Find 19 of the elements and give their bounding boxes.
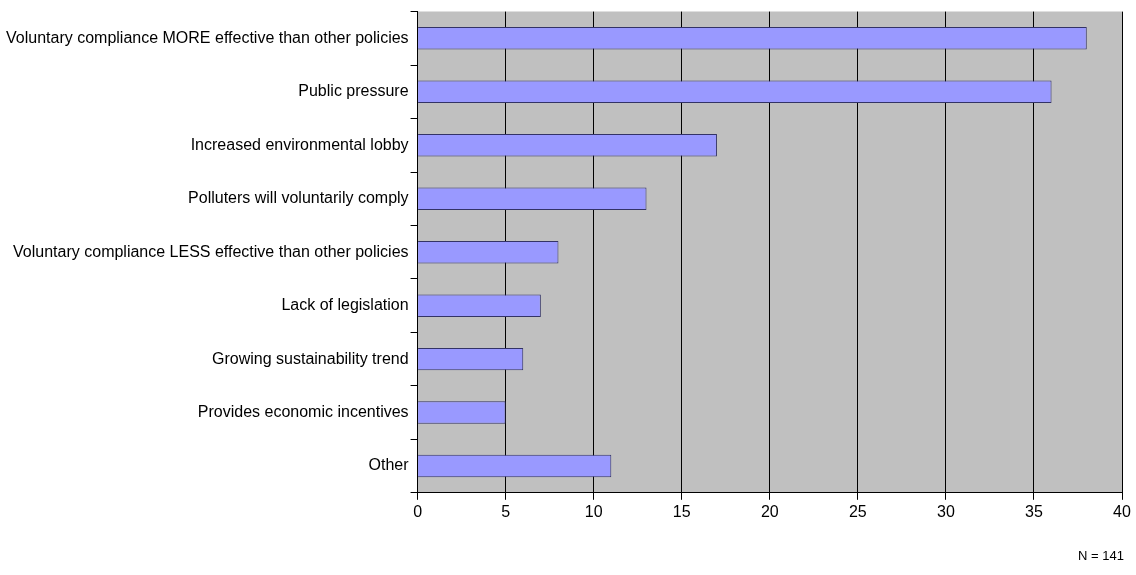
- y-tick-label: Growing sustainability trend: [212, 349, 409, 367]
- y-tick-label: Polluters will voluntarily comply: [188, 189, 409, 207]
- text: N = 141: [1078, 548, 1124, 563]
- y-tick-label: Provides economic incentives: [197, 403, 409, 421]
- x-tick-label: 40: [1113, 502, 1131, 520]
- x-tick-label: 10: [584, 502, 603, 520]
- x-tick-label: 35: [1025, 502, 1043, 520]
- x-tick-label: 25: [848, 502, 867, 520]
- y-tick-label: Voluntary compliance MORE effective than other policies: [6, 28, 409, 46]
- x-tick-label: 0: [413, 502, 423, 520]
- x-tick-label: 30: [937, 502, 955, 520]
- y-tick-label: Public pressure: [298, 82, 409, 100]
- y-tick-label: Voluntary compliance LESS effective than other policies: [13, 242, 409, 260]
- x-tick-label: 5: [501, 502, 511, 520]
- x-tick-label: 20: [760, 502, 779, 520]
- y-tick-label: Lack of legislation: [281, 296, 409, 314]
- x-tick-label: 15: [672, 502, 691, 520]
- y-tick-label: Other: [368, 456, 410, 474]
- y-tick-label: Increased environmental lobby: [190, 135, 409, 153]
